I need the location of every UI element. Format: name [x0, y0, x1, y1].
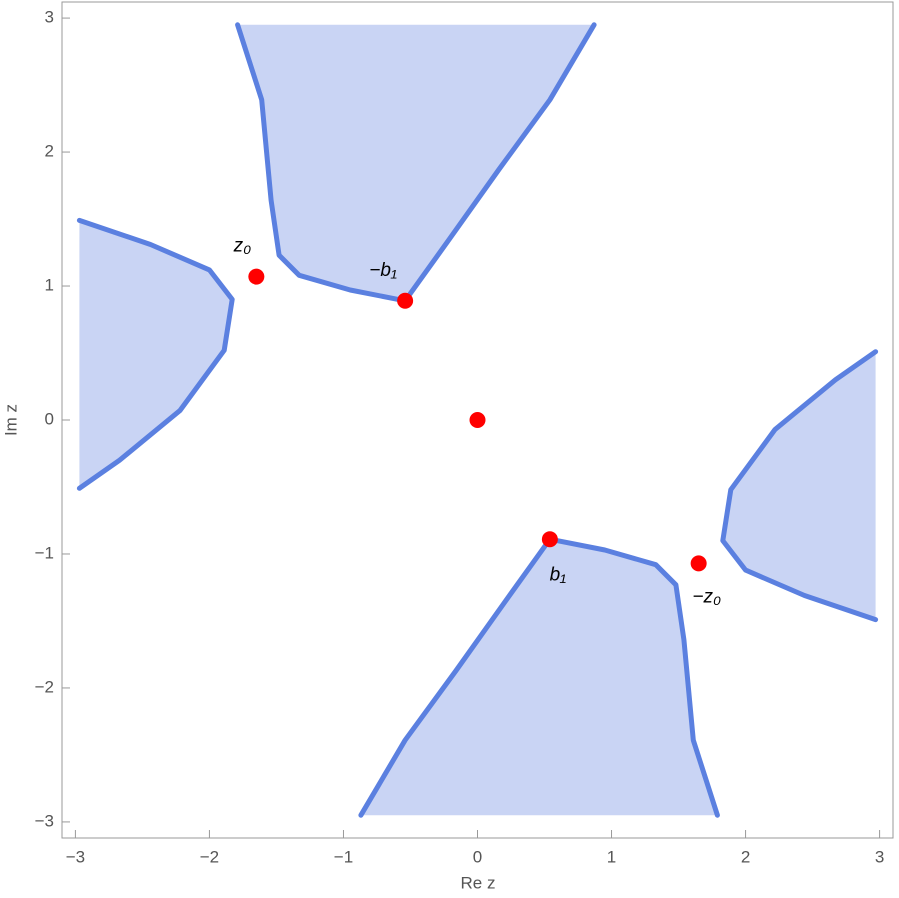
point: [541, 531, 558, 548]
region-fill: [237, 24, 595, 301]
point-label: −b₁: [369, 260, 397, 281]
y-tick-label: 3: [45, 8, 54, 27]
y-tick-label: −1: [35, 543, 54, 562]
x-tick-label: 0: [473, 847, 482, 866]
x-tick-label: 3: [875, 847, 884, 866]
region-boundary: [358, 536, 720, 818]
region-boundary: [76, 217, 235, 491]
region-fill: [360, 539, 718, 816]
y-tick-label: 2: [45, 142, 54, 161]
x-tick-label: −1: [334, 847, 353, 866]
y-tick-label: −2: [35, 677, 54, 696]
region-fill: [722, 351, 876, 620]
point: [248, 268, 265, 285]
region-fill: [79, 220, 233, 489]
region-boundary: [720, 349, 879, 623]
x-tick-label: −3: [66, 847, 85, 866]
x-tick-label: 1: [607, 847, 616, 866]
x-tick-label: −2: [200, 847, 219, 866]
x-tick-label: 2: [741, 847, 750, 866]
point: [397, 292, 414, 309]
y-tick-label: −3: [35, 811, 54, 830]
y-tick-label: 1: [45, 276, 54, 295]
point-label: b₁: [550, 564, 567, 585]
y-tick-label: 0: [45, 409, 54, 428]
point-label: z₀: [233, 236, 252, 257]
x-axis-label: Re z: [461, 873, 496, 892]
point-label: −z₀: [692, 586, 721, 607]
point: [469, 412, 486, 428]
y-axis-label: Im z: [1, 404, 20, 436]
region-boundary: [235, 22, 597, 304]
point: [690, 555, 707, 572]
